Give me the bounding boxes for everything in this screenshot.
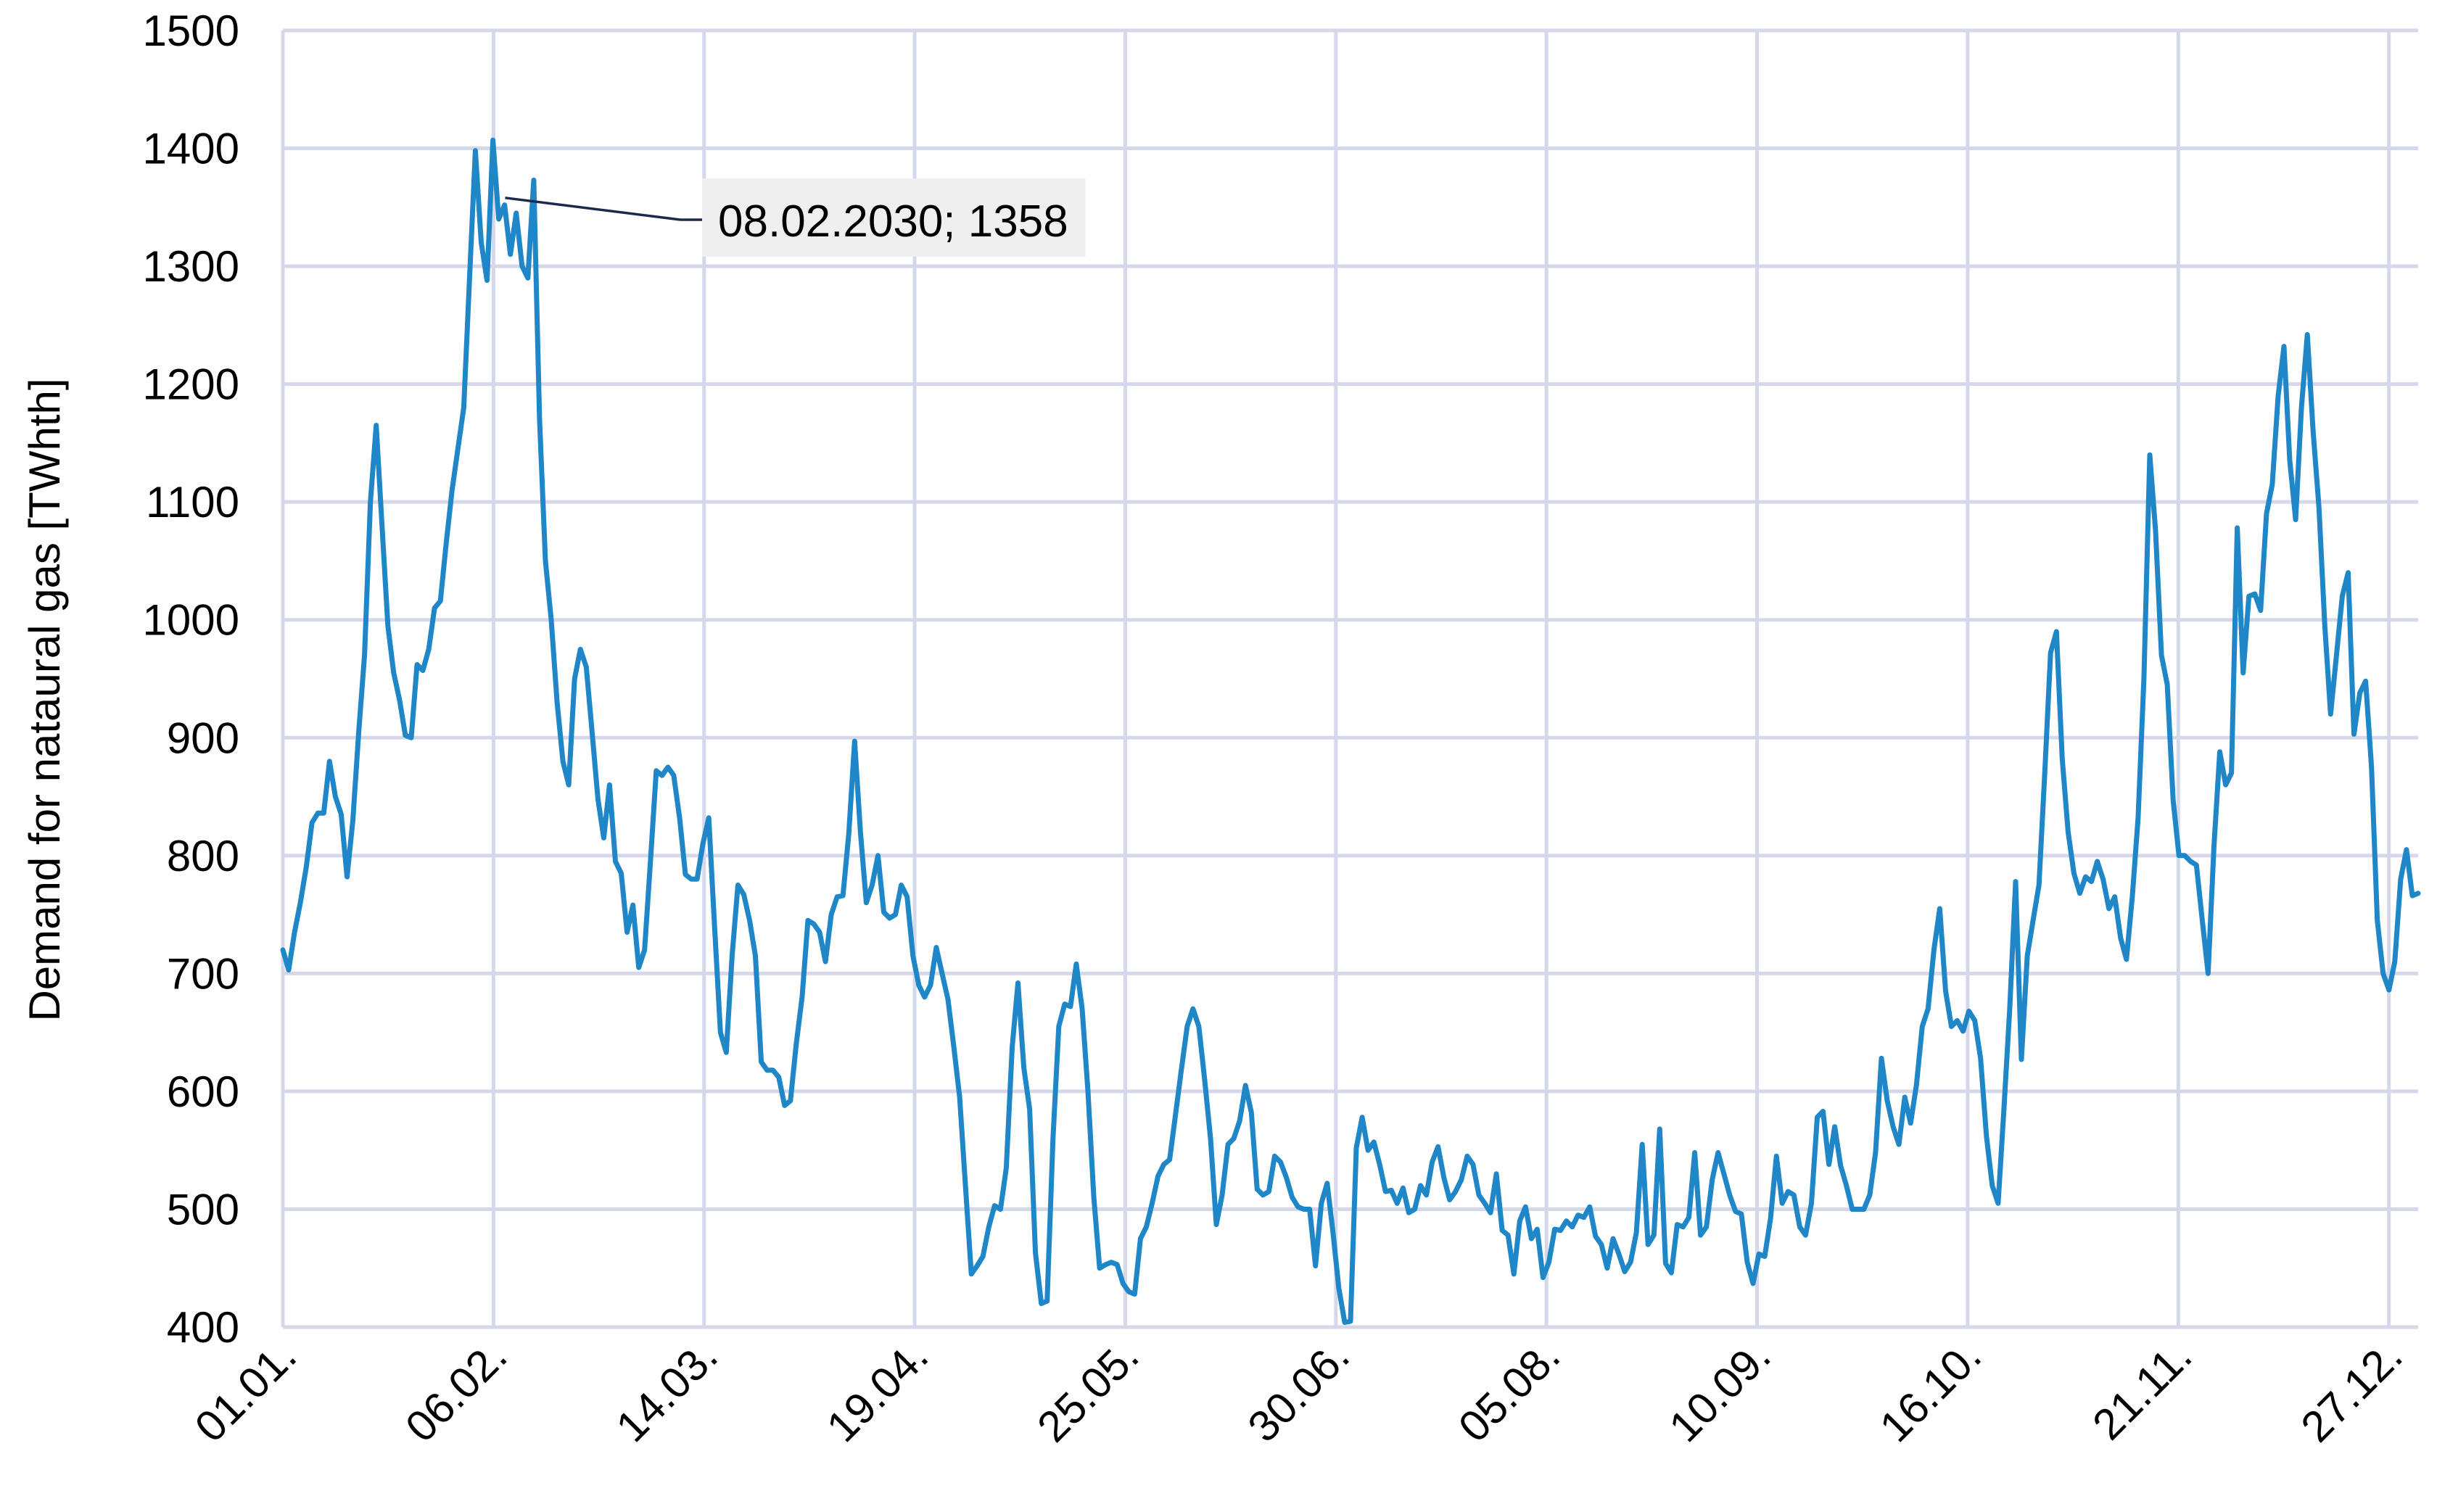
x-tick-label: 14.03. bbox=[607, 1331, 727, 1451]
y-tick-label: 1000 bbox=[143, 596, 239, 645]
series-group bbox=[280, 137, 2421, 1325]
y-axis-tick-labels: 400 500 600 700 800 900 1000 1100 1200 1300 1400 15… bbox=[143, 7, 239, 1352]
x-tick-label: 25.05. bbox=[1028, 1331, 1147, 1451]
annotation-leader-line bbox=[505, 197, 681, 221]
y-tick-label: 1100 bbox=[146, 478, 239, 526]
y-tick-label: 600 bbox=[167, 1067, 239, 1116]
annotation-label: 08.02.2030; 1358 bbox=[718, 197, 1068, 247]
annotation-label-box bbox=[702, 178, 1086, 257]
vertical-gridlines bbox=[281, 30, 2391, 1327]
x-axis-tick-labels: 01.01. 06.02. 14.03. 19.04. 25.05. 30.06. 05.0… bbox=[186, 1331, 2412, 1451]
x-tick-label: 27.12. bbox=[2292, 1331, 2412, 1451]
y-axis-title: Demand for nataural gas [TWhth] bbox=[20, 378, 69, 1021]
y-tick-label: 900 bbox=[167, 714, 239, 762]
peak-annotation: 08.02.2030; 1358 bbox=[505, 178, 1086, 257]
x-tick-label: 30.06. bbox=[1239, 1331, 1358, 1451]
y-tick-label: 800 bbox=[167, 832, 239, 880]
y-tick-label: 1500 bbox=[143, 7, 239, 55]
x-tick-label: 05.08. bbox=[1449, 1331, 1569, 1451]
y-tick-label: 1300 bbox=[143, 242, 239, 291]
horizontal-gridlines bbox=[283, 28, 2418, 1329]
x-tick-label: 16.10. bbox=[1871, 1331, 1990, 1451]
y-tick-label: 1400 bbox=[143, 125, 239, 173]
x-tick-label: 10.09. bbox=[1659, 1331, 1779, 1451]
y-tick-label: 500 bbox=[167, 1185, 239, 1234]
y-tick-label: 1200 bbox=[143, 360, 239, 409]
x-tick-label: 21.11. bbox=[2083, 1331, 2201, 1449]
x-tick-label: 06.02. bbox=[396, 1331, 516, 1451]
series-line bbox=[280, 137, 2421, 1325]
y-tick-label: 400 bbox=[167, 1303, 239, 1352]
x-tick-label: 19.04. bbox=[817, 1331, 937, 1451]
y-tick-label: 700 bbox=[167, 949, 239, 998]
